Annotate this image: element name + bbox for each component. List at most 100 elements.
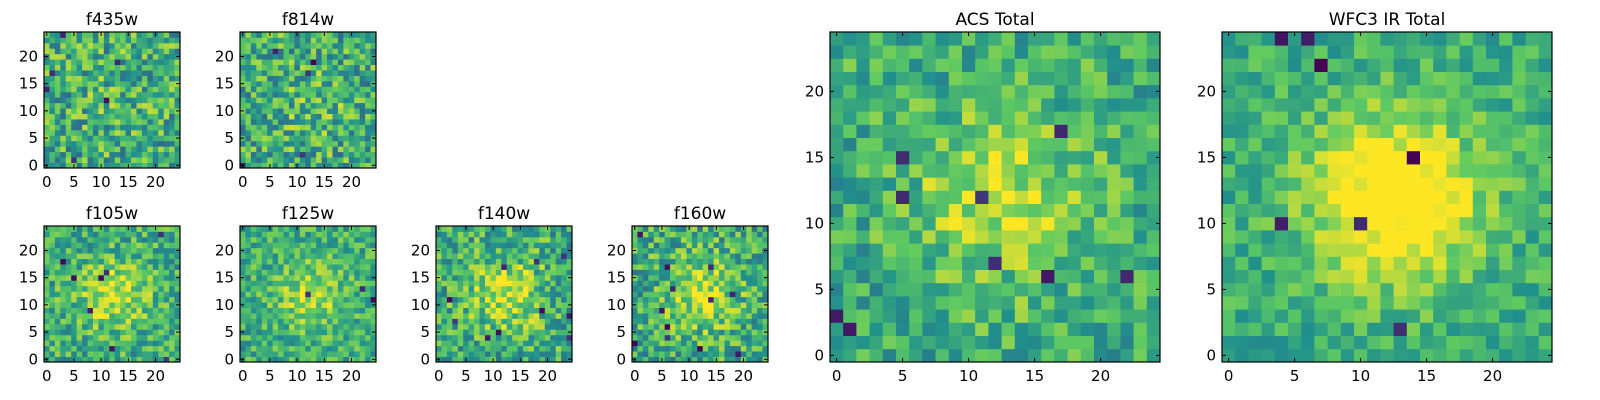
heatmap-cell bbox=[1014, 243, 1029, 257]
heatmap-cell bbox=[109, 75, 116, 82]
heatmap-cell bbox=[441, 291, 448, 298]
heatmap-cell bbox=[680, 345, 687, 352]
heatmap-cell bbox=[1261, 296, 1276, 310]
heatmap-cell bbox=[305, 157, 312, 163]
heatmap-cell bbox=[278, 53, 284, 60]
heatmap-cell bbox=[348, 264, 355, 270]
heatmap-cell bbox=[261, 135, 268, 142]
heatmap-cell bbox=[544, 291, 551, 298]
heatmap-cell bbox=[354, 280, 361, 287]
heatmap-cell bbox=[256, 258, 263, 265]
heatmap-cell bbox=[305, 86, 312, 93]
heatmap-cell bbox=[294, 42, 301, 49]
heatmap-cell bbox=[751, 236, 758, 243]
heatmap-cell bbox=[468, 280, 475, 287]
heatmap-cell bbox=[136, 91, 143, 98]
heatmap-cell bbox=[1094, 269, 1108, 284]
heatmap-cell bbox=[283, 296, 290, 303]
heatmap-cell bbox=[278, 162, 284, 169]
heatmap-cell bbox=[169, 162, 175, 169]
heatmap-cell bbox=[1133, 164, 1148, 178]
heatmap-cell bbox=[370, 97, 377, 104]
heatmap-cell bbox=[896, 230, 910, 244]
heatmap-cell bbox=[1327, 282, 1342, 297]
heatmap-cell bbox=[637, 307, 644, 314]
heatmap-cell bbox=[114, 231, 121, 238]
heatmap-cell bbox=[441, 269, 448, 276]
heatmap-cell bbox=[962, 256, 976, 270]
heatmap-cell bbox=[1420, 282, 1434, 297]
heatmap-cell bbox=[354, 91, 361, 98]
heatmap-cell bbox=[359, 146, 366, 153]
heatmap-cell bbox=[337, 75, 344, 82]
heatmap-cell bbox=[365, 70, 371, 76]
heatmap-cell bbox=[240, 351, 246, 357]
heatmap-cell bbox=[474, 307, 480, 314]
heatmap-cell bbox=[267, 285, 274, 292]
heatmap-cell bbox=[92, 146, 99, 153]
heatmap-cell bbox=[702, 334, 709, 341]
heatmap-cell bbox=[506, 258, 513, 265]
heatmap-cell bbox=[261, 269, 268, 276]
heatmap-cell bbox=[484, 242, 491, 249]
heatmap-cell bbox=[670, 253, 676, 260]
heatmap-cell bbox=[1001, 348, 1016, 363]
heatmap-cell bbox=[71, 291, 78, 298]
heatmap-cell bbox=[54, 48, 61, 55]
heatmap-cell bbox=[550, 226, 557, 232]
heatmap-cell bbox=[299, 334, 306, 341]
heatmap-cell bbox=[1367, 269, 1381, 284]
heatmap-cell bbox=[250, 247, 257, 254]
heatmap-cell bbox=[762, 334, 769, 341]
heatmap-cell bbox=[152, 274, 159, 281]
heatmap-cell bbox=[740, 236, 747, 243]
heatmap-cell bbox=[359, 108, 366, 114]
heatmap-cell bbox=[125, 236, 132, 243]
heatmap-cell bbox=[1133, 203, 1148, 218]
heatmap-cell bbox=[299, 351, 306, 357]
heatmap-cell bbox=[637, 226, 644, 232]
heatmap-cell bbox=[87, 113, 94, 120]
heatmap-cell bbox=[131, 102, 137, 109]
heatmap-cell bbox=[702, 226, 709, 232]
y-tick-label: 5 bbox=[224, 129, 234, 147]
heatmap-cell bbox=[648, 231, 655, 238]
heatmap-cell bbox=[468, 253, 475, 260]
heatmap-cell bbox=[359, 97, 366, 104]
heatmap-cell bbox=[680, 231, 687, 238]
heatmap-cell bbox=[506, 231, 513, 238]
heatmap-cell bbox=[1094, 335, 1108, 350]
heatmap-cell bbox=[648, 247, 655, 254]
heatmap-cell bbox=[136, 318, 143, 325]
heatmap-cell bbox=[305, 226, 312, 232]
heatmap-cell bbox=[114, 124, 121, 131]
heatmap-cell bbox=[44, 307, 50, 314]
heatmap-cell bbox=[348, 291, 355, 298]
heatmap-cell bbox=[310, 247, 317, 254]
heatmap-cell bbox=[44, 48, 50, 55]
heatmap-cell bbox=[490, 318, 497, 325]
heatmap-cell bbox=[719, 269, 725, 276]
heatmap-cell bbox=[240, 280, 246, 287]
heatmap-cell bbox=[1107, 111, 1121, 125]
heatmap-cell bbox=[757, 253, 763, 260]
heatmap-cell bbox=[1120, 137, 1134, 152]
heatmap-cell bbox=[169, 91, 175, 98]
heatmap-cell bbox=[337, 296, 344, 303]
heatmap-cell bbox=[1248, 256, 1262, 270]
heatmap-cell bbox=[44, 280, 50, 287]
heatmap-cell bbox=[517, 323, 524, 330]
heatmap-cell bbox=[131, 236, 137, 243]
heatmap-cell bbox=[1235, 150, 1249, 165]
heatmap-cell bbox=[343, 102, 350, 109]
heatmap-cell bbox=[1133, 32, 1148, 46]
heatmap-cell bbox=[922, 322, 936, 336]
heatmap-cell bbox=[490, 329, 497, 336]
heatmap-cell bbox=[544, 247, 551, 254]
heatmap-cell bbox=[60, 70, 67, 76]
heatmap-cell bbox=[909, 322, 923, 336]
heatmap-cell bbox=[131, 124, 137, 131]
heatmap-cell bbox=[1512, 282, 1526, 297]
heatmap-cell bbox=[1067, 296, 1082, 310]
